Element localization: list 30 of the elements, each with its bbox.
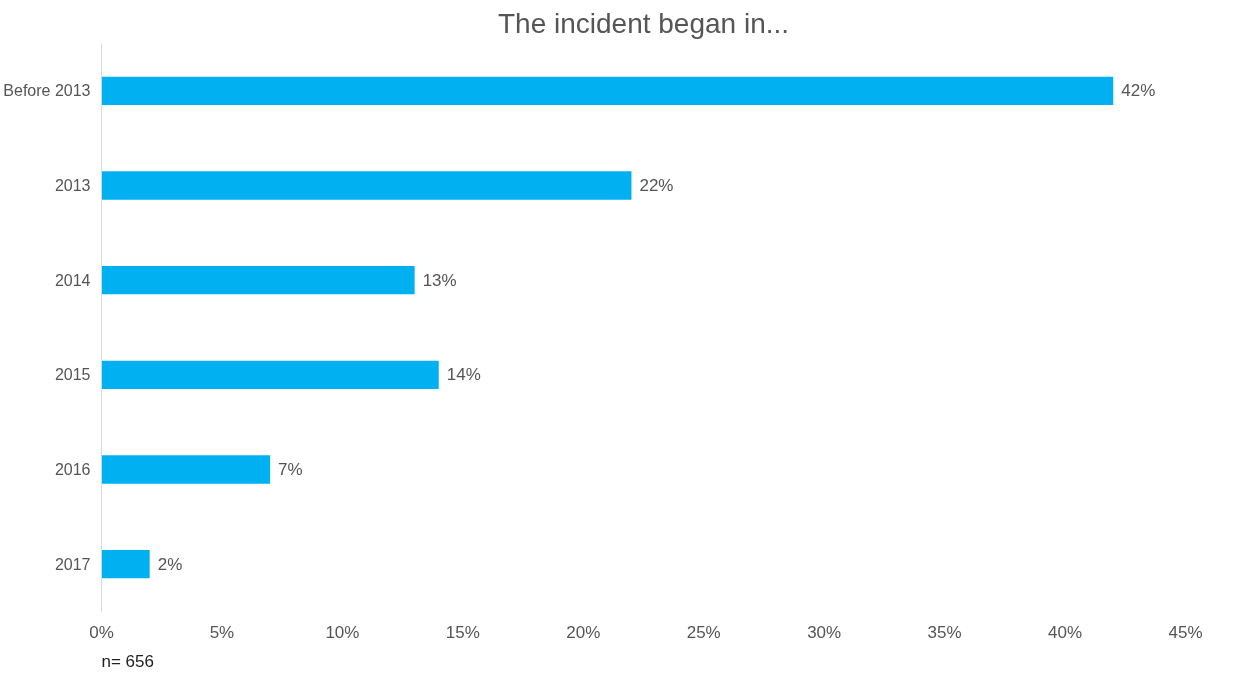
x-tick-label: 20%: [566, 622, 601, 642]
y-tick-label: 2016: [54, 461, 91, 478]
y-tick-label: 2017: [54, 555, 91, 573]
x-tick-label: 30%: [807, 622, 842, 642]
data-label: 42%: [1121, 81, 1156, 101]
bar: [101, 455, 271, 484]
bar: [101, 171, 632, 200]
bar: [101, 265, 415, 295]
x-tick-label: 0%: [89, 622, 114, 642]
chart-title: The incident began in...: [497, 7, 790, 39]
data-label: 2%: [157, 554, 183, 574]
y-tick-label: Before 2013: [3, 82, 91, 100]
y-tick-label: 2013: [54, 177, 91, 194]
data-label: 7%: [278, 460, 303, 479]
x-tick-label: 5%: [209, 622, 235, 642]
bar: [101, 549, 150, 579]
x-tick-label: 35%: [927, 622, 962, 642]
y-tick-label: 2014: [54, 271, 91, 289]
data-label: 22%: [639, 176, 674, 195]
data-label: 13%: [422, 270, 457, 290]
bar: [101, 76, 1114, 106]
x-tick-label: 15%: [445, 622, 480, 642]
bar: [101, 360, 439, 390]
y-tick-label: 2015: [54, 366, 91, 384]
x-tick-label: 40%: [1048, 622, 1083, 642]
text: n= 656: [101, 651, 154, 671]
x-tick-label: 45%: [1168, 622, 1203, 642]
x-tick-label: 25%: [686, 622, 721, 642]
data-label: 14%: [446, 365, 481, 385]
x-tick-label: 10%: [325, 622, 360, 642]
